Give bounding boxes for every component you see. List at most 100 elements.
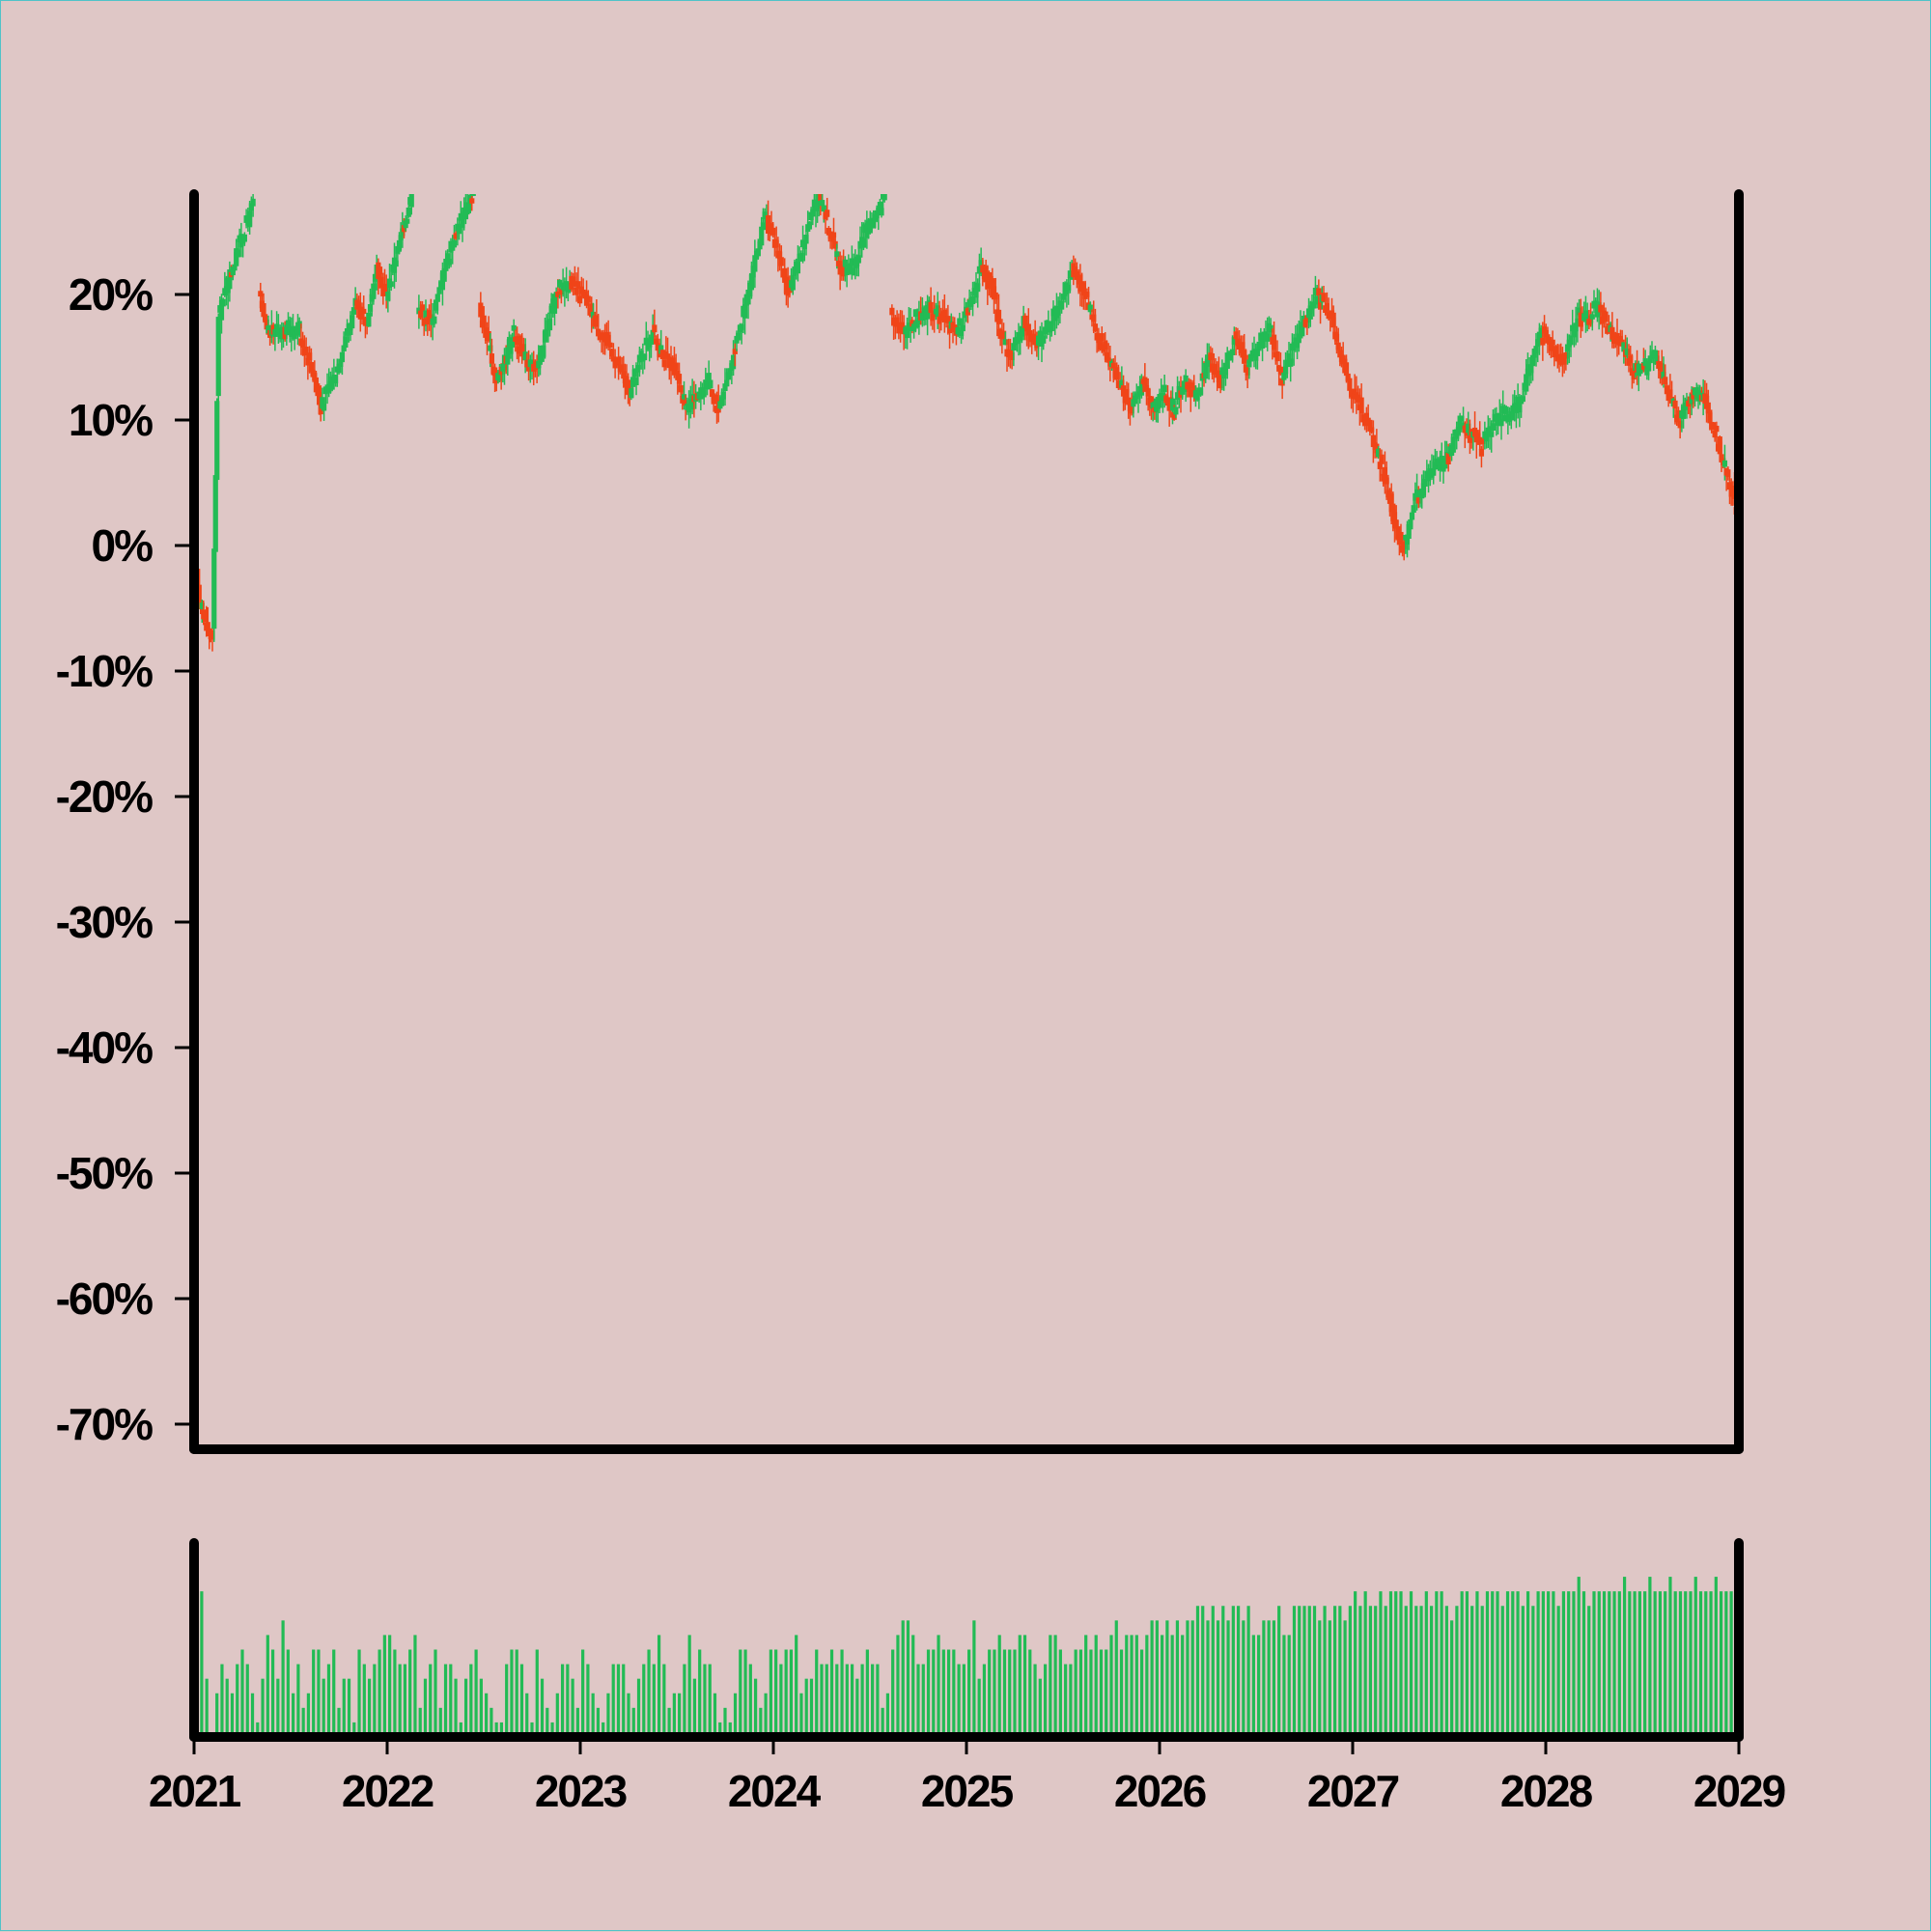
candle-body <box>205 622 210 630</box>
candle-body <box>1307 305 1313 320</box>
candle-body <box>564 281 570 287</box>
candle-body <box>1180 387 1186 395</box>
candle-body <box>1436 458 1441 466</box>
candle-body <box>1129 406 1134 414</box>
volume-bar <box>1049 1635 1052 1737</box>
volume-bar <box>759 1707 763 1737</box>
candle-body <box>1570 324 1576 332</box>
candle-body <box>232 264 238 271</box>
candle-body <box>1680 406 1687 419</box>
candle-body <box>486 330 491 341</box>
volume-bar <box>815 1649 819 1737</box>
volume-bar <box>550 1722 554 1737</box>
volume-bar <box>220 1664 224 1737</box>
volume-bar <box>881 1707 884 1737</box>
candle-body <box>1726 482 1733 490</box>
candle-body <box>1160 393 1166 401</box>
candle-body <box>1333 333 1340 342</box>
volume-bar <box>820 1664 824 1737</box>
candle-body <box>305 357 311 366</box>
candle-body <box>1563 352 1569 359</box>
candle-body <box>264 320 269 330</box>
volume-bar <box>1343 1620 1347 1737</box>
volume-bar <box>683 1664 686 1737</box>
volume-bar <box>1053 1635 1057 1737</box>
candle-body <box>928 301 934 314</box>
volume-bar <box>1125 1635 1129 1737</box>
volume-bar <box>1358 1606 1362 1737</box>
volume-bar <box>1460 1591 1464 1737</box>
candle-body <box>910 320 915 327</box>
volume-bar <box>906 1620 910 1737</box>
volume-bar <box>1500 1606 1504 1737</box>
volume-bar <box>292 1693 295 1737</box>
candle-body <box>1120 385 1127 397</box>
volume-bar <box>494 1722 498 1737</box>
candle-body <box>1395 526 1401 540</box>
volume-bar <box>926 1649 931 1737</box>
candle-body <box>1457 415 1463 431</box>
candle-body <box>991 286 997 299</box>
candle-body <box>1589 314 1595 320</box>
candle-body <box>1467 435 1473 443</box>
candle-body <box>405 218 410 224</box>
candle-body <box>1161 384 1167 393</box>
candle-body <box>1124 389 1130 398</box>
candle-body <box>1543 329 1549 338</box>
volume-bar <box>957 1664 961 1737</box>
candle-body <box>594 315 600 327</box>
volume-bar <box>1008 1649 1012 1737</box>
candle-body <box>423 310 429 319</box>
volume-bar <box>1724 1591 1728 1737</box>
candle-body <box>1450 436 1456 453</box>
candle-body <box>558 288 564 295</box>
volume-panel <box>189 1538 1744 1742</box>
candle-body <box>795 261 801 274</box>
candle-body <box>377 266 383 274</box>
candle-body <box>1528 365 1534 374</box>
volume-bar <box>1572 1591 1576 1737</box>
candle-body <box>1254 349 1261 356</box>
candle-body <box>1019 325 1025 337</box>
candle-body <box>1345 373 1351 381</box>
volume-bar <box>1547 1591 1551 1737</box>
volume-bar <box>474 1649 478 1737</box>
volume-bar <box>1170 1635 1174 1737</box>
candle-body <box>724 379 730 387</box>
candle-body <box>1228 354 1234 361</box>
volume-bar <box>647 1649 651 1737</box>
volume-bar <box>1491 1591 1495 1737</box>
candle-body <box>1253 354 1259 361</box>
candle-body <box>1251 349 1257 356</box>
volume-bar <box>1078 1649 1083 1737</box>
volume-bar <box>1338 1606 1342 1737</box>
volume-bar <box>296 1664 300 1737</box>
volume-bar <box>1435 1591 1439 1737</box>
volume-bar <box>1328 1620 1331 1737</box>
volume-bar <box>876 1664 880 1737</box>
candle-body <box>801 241 807 250</box>
volume-bar <box>687 1635 691 1737</box>
candle-body <box>1135 391 1141 397</box>
x-tick-label: 2023 <box>535 1766 627 1816</box>
candle-body <box>466 203 472 211</box>
candle-body <box>736 332 742 341</box>
y-tick-label: -50% <box>56 1148 153 1198</box>
candle-body <box>1213 363 1218 372</box>
volume-bar <box>1155 1620 1159 1737</box>
volume-bar <box>1201 1606 1205 1737</box>
candle-body <box>541 345 546 357</box>
volume-bar <box>652 1664 656 1737</box>
candle-body <box>1074 270 1079 280</box>
candle-body <box>1582 310 1589 319</box>
volume-bar <box>230 1693 235 1737</box>
candle-body <box>1302 319 1308 327</box>
candle-body <box>1524 374 1529 392</box>
candle-body <box>1352 388 1357 395</box>
candle-body <box>235 249 241 258</box>
candle-body <box>1561 356 1567 365</box>
candle-body <box>469 198 475 204</box>
candle-body <box>1612 338 1618 344</box>
candle-body <box>1194 394 1200 401</box>
